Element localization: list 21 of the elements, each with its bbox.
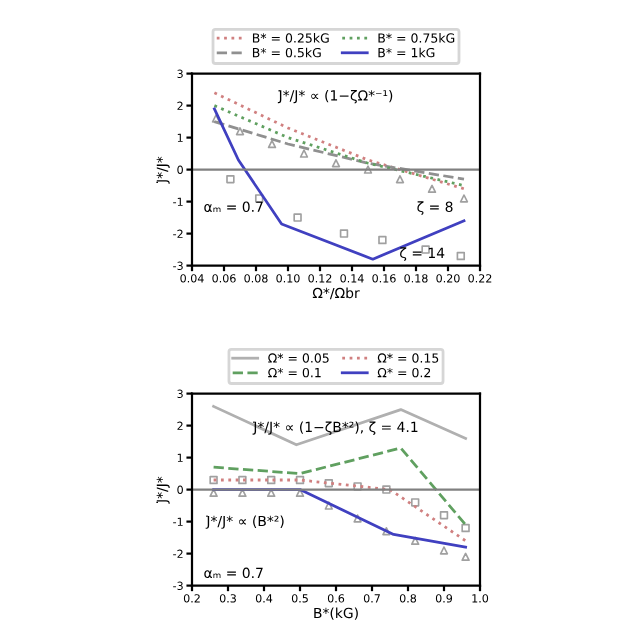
point bbox=[395, 174, 405, 184]
line-series bbox=[213, 91, 466, 191]
point bbox=[226, 174, 235, 184]
point bbox=[456, 251, 466, 261]
point bbox=[410, 536, 420, 546]
point bbox=[439, 546, 449, 555]
point bbox=[461, 552, 470, 562]
line-series bbox=[213, 104, 466, 187]
point bbox=[331, 158, 341, 168]
point bbox=[378, 235, 387, 245]
point bbox=[267, 139, 277, 149]
line-series bbox=[212, 405, 467, 447]
point bbox=[299, 149, 309, 158]
point bbox=[339, 229, 349, 238]
point bbox=[382, 526, 391, 536]
point bbox=[235, 126, 245, 136]
point bbox=[459, 194, 469, 203]
point bbox=[353, 514, 362, 523]
point bbox=[427, 184, 437, 194]
point bbox=[293, 213, 302, 222]
point bbox=[363, 165, 373, 174]
